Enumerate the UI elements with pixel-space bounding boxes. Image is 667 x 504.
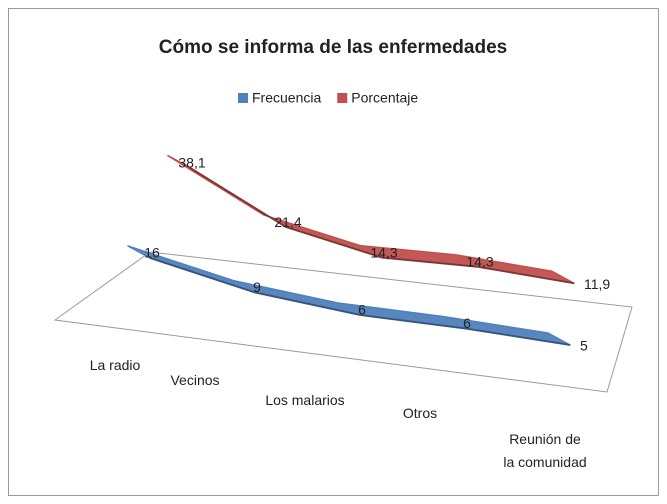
- data-label: 6: [463, 315, 471, 331]
- data-label: 11,9: [584, 276, 610, 292]
- series-edge: [189, 166, 575, 285]
- legend-swatch: [337, 93, 348, 103]
- x-tick-label: Otros: [402, 405, 438, 421]
- legend-label: Porcentaje: [351, 90, 418, 106]
- data-label: 5: [580, 338, 588, 354]
- floor: [53, 251, 633, 393]
- data-label: 6: [358, 302, 366, 318]
- x-tick-label: Reunión de la comunidad: [503, 431, 587, 470]
- series-ribbon: [127, 245, 571, 346]
- data-label: 38,1: [178, 154, 205, 170]
- chart-title: Cómo se informa de las enfermedades: [159, 37, 507, 58]
- data-label: 16: [144, 245, 160, 261]
- series-ribbon: [167, 154, 575, 285]
- chart-border: [8, 8, 659, 496]
- series-edge: [149, 257, 571, 346]
- data-label: 9: [253, 279, 261, 295]
- x-tick-label: Los malarios: [265, 392, 345, 408]
- data-label: 14,3: [466, 254, 493, 270]
- legend-label: Frecuencia: [252, 90, 321, 106]
- data-label: 21,4: [274, 214, 301, 230]
- legend-swatch: [238, 93, 248, 103]
- x-tick-label: Vecinos: [170, 372, 220, 388]
- data-label: 14,3: [370, 244, 397, 260]
- x-tick-label: La radio: [89, 357, 141, 373]
